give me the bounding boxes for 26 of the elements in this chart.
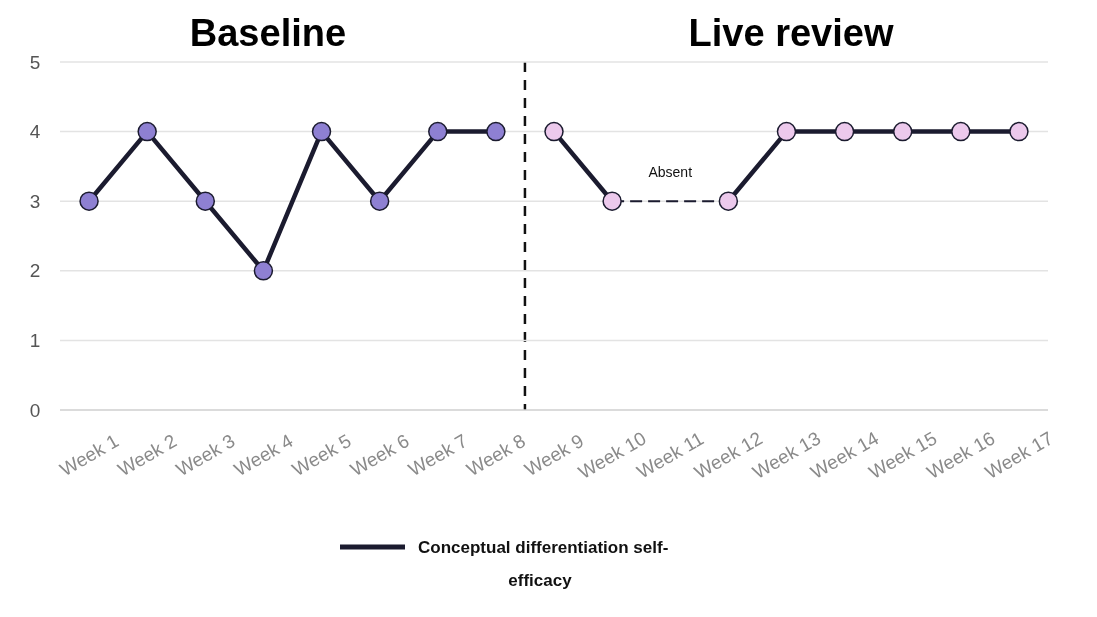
point [137, 121, 157, 142]
point [892, 121, 913, 142]
y-tick-label: 0 [29, 399, 41, 421]
y-tick-label: 4 [29, 121, 41, 143]
point [718, 191, 739, 211]
point [195, 191, 216, 211]
point [253, 261, 274, 281]
y-tick-label: 2 [29, 260, 41, 282]
point [776, 121, 797, 142]
text: Live review [688, 12, 894, 54]
annotation: Absent [648, 163, 693, 180]
y-tick-label: 3 [29, 190, 41, 212]
point [428, 121, 448, 142]
point [544, 121, 564, 142]
text: Baseline [189, 12, 347, 54]
y-tick-label: 1 [29, 330, 41, 352]
point [311, 121, 332, 142]
legend-label: Conceptual differentiation self-efficacy [418, 538, 669, 590]
point [602, 191, 622, 211]
point [79, 191, 99, 211]
point [951, 121, 971, 142]
point [486, 121, 506, 142]
y-tick-label: 5 [29, 51, 41, 73]
point [369, 191, 390, 211]
point [1009, 121, 1029, 142]
point [834, 121, 855, 142]
